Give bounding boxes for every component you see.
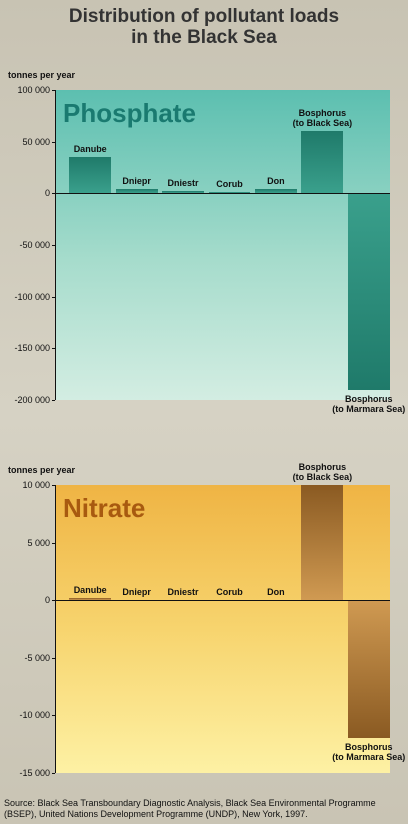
bar — [347, 193, 390, 390]
y-tick-label: 50 000 — [22, 136, 50, 147]
category-label: Danube — [73, 584, 107, 595]
category-label: Bosphorus (to Marmara Sea) — [332, 742, 406, 763]
category-label: Dniestr — [167, 178, 199, 189]
y-tick-label: 5 000 — [27, 537, 50, 548]
bar — [301, 485, 344, 601]
tick-mark — [52, 773, 55, 774]
bar — [115, 189, 158, 194]
tick-mark — [52, 193, 55, 195]
bar — [162, 191, 204, 194]
y-axis-line — [55, 90, 56, 400]
y-axis-label: tonnes per year — [8, 70, 76, 80]
bar — [255, 189, 297, 194]
y-tick-label: -15 000 — [19, 768, 50, 778]
y-tick-label: -200 000 — [14, 395, 50, 405]
y-tick-label: -5 000 — [24, 652, 50, 663]
y-axis-line — [55, 485, 56, 773]
tick-mark — [52, 542, 55, 544]
category-label: Don — [267, 176, 285, 187]
tick-mark — [52, 600, 55, 602]
y-axis-label: tonnes per year — [8, 465, 76, 475]
bar — [69, 597, 112, 601]
tick-mark — [52, 715, 55, 717]
category-label: Dniepr — [122, 176, 151, 187]
bar — [208, 192, 251, 194]
category-label: Bosphorus (to Black Sea) — [292, 462, 353, 482]
tick-mark — [52, 657, 55, 659]
bar — [301, 131, 344, 194]
bar — [347, 600, 390, 739]
chart-title: Nitrate — [63, 493, 146, 523]
y-tick-label: -10 000 — [19, 710, 50, 721]
tick-mark — [52, 485, 55, 486]
tick-mark — [52, 400, 55, 401]
category-label: Corub — [216, 179, 243, 190]
category-label: Don — [267, 587, 285, 598]
y-tick-label: 0 — [44, 188, 50, 199]
category-label: Danube — [73, 144, 107, 155]
tick-mark — [52, 141, 55, 143]
category-label: Corub — [216, 587, 243, 598]
zero-line — [55, 600, 390, 602]
category-label: Bosphorus (to Black Sea) — [292, 108, 353, 129]
zero-line — [55, 193, 390, 195]
tick-mark — [52, 348, 55, 350]
y-tick-label: 100 000 — [17, 85, 50, 95]
y-tick-label: 10 000 — [22, 480, 50, 490]
tick-mark — [52, 296, 55, 298]
y-tick-label: -150 000 — [14, 343, 50, 354]
y-tick-label: 0 — [44, 595, 50, 606]
y-tick-label: -100 000 — [14, 291, 50, 302]
chart-title: Phosphate — [63, 98, 196, 128]
bar — [69, 157, 112, 194]
tick-mark — [52, 90, 55, 91]
tick-mark — [52, 245, 55, 246]
page-title: Distribution of pollutant loads in the B… — [68, 6, 340, 48]
category-label: Dniestr — [167, 587, 199, 598]
category-label: Dniepr — [122, 587, 151, 598]
y-tick-label: -50 000 — [19, 240, 50, 250]
category-label: Bosphorus (to Marmara Sea) — [332, 393, 406, 414]
source: Source: Black Sea Transboundary Diagnost… — [4, 798, 376, 819]
